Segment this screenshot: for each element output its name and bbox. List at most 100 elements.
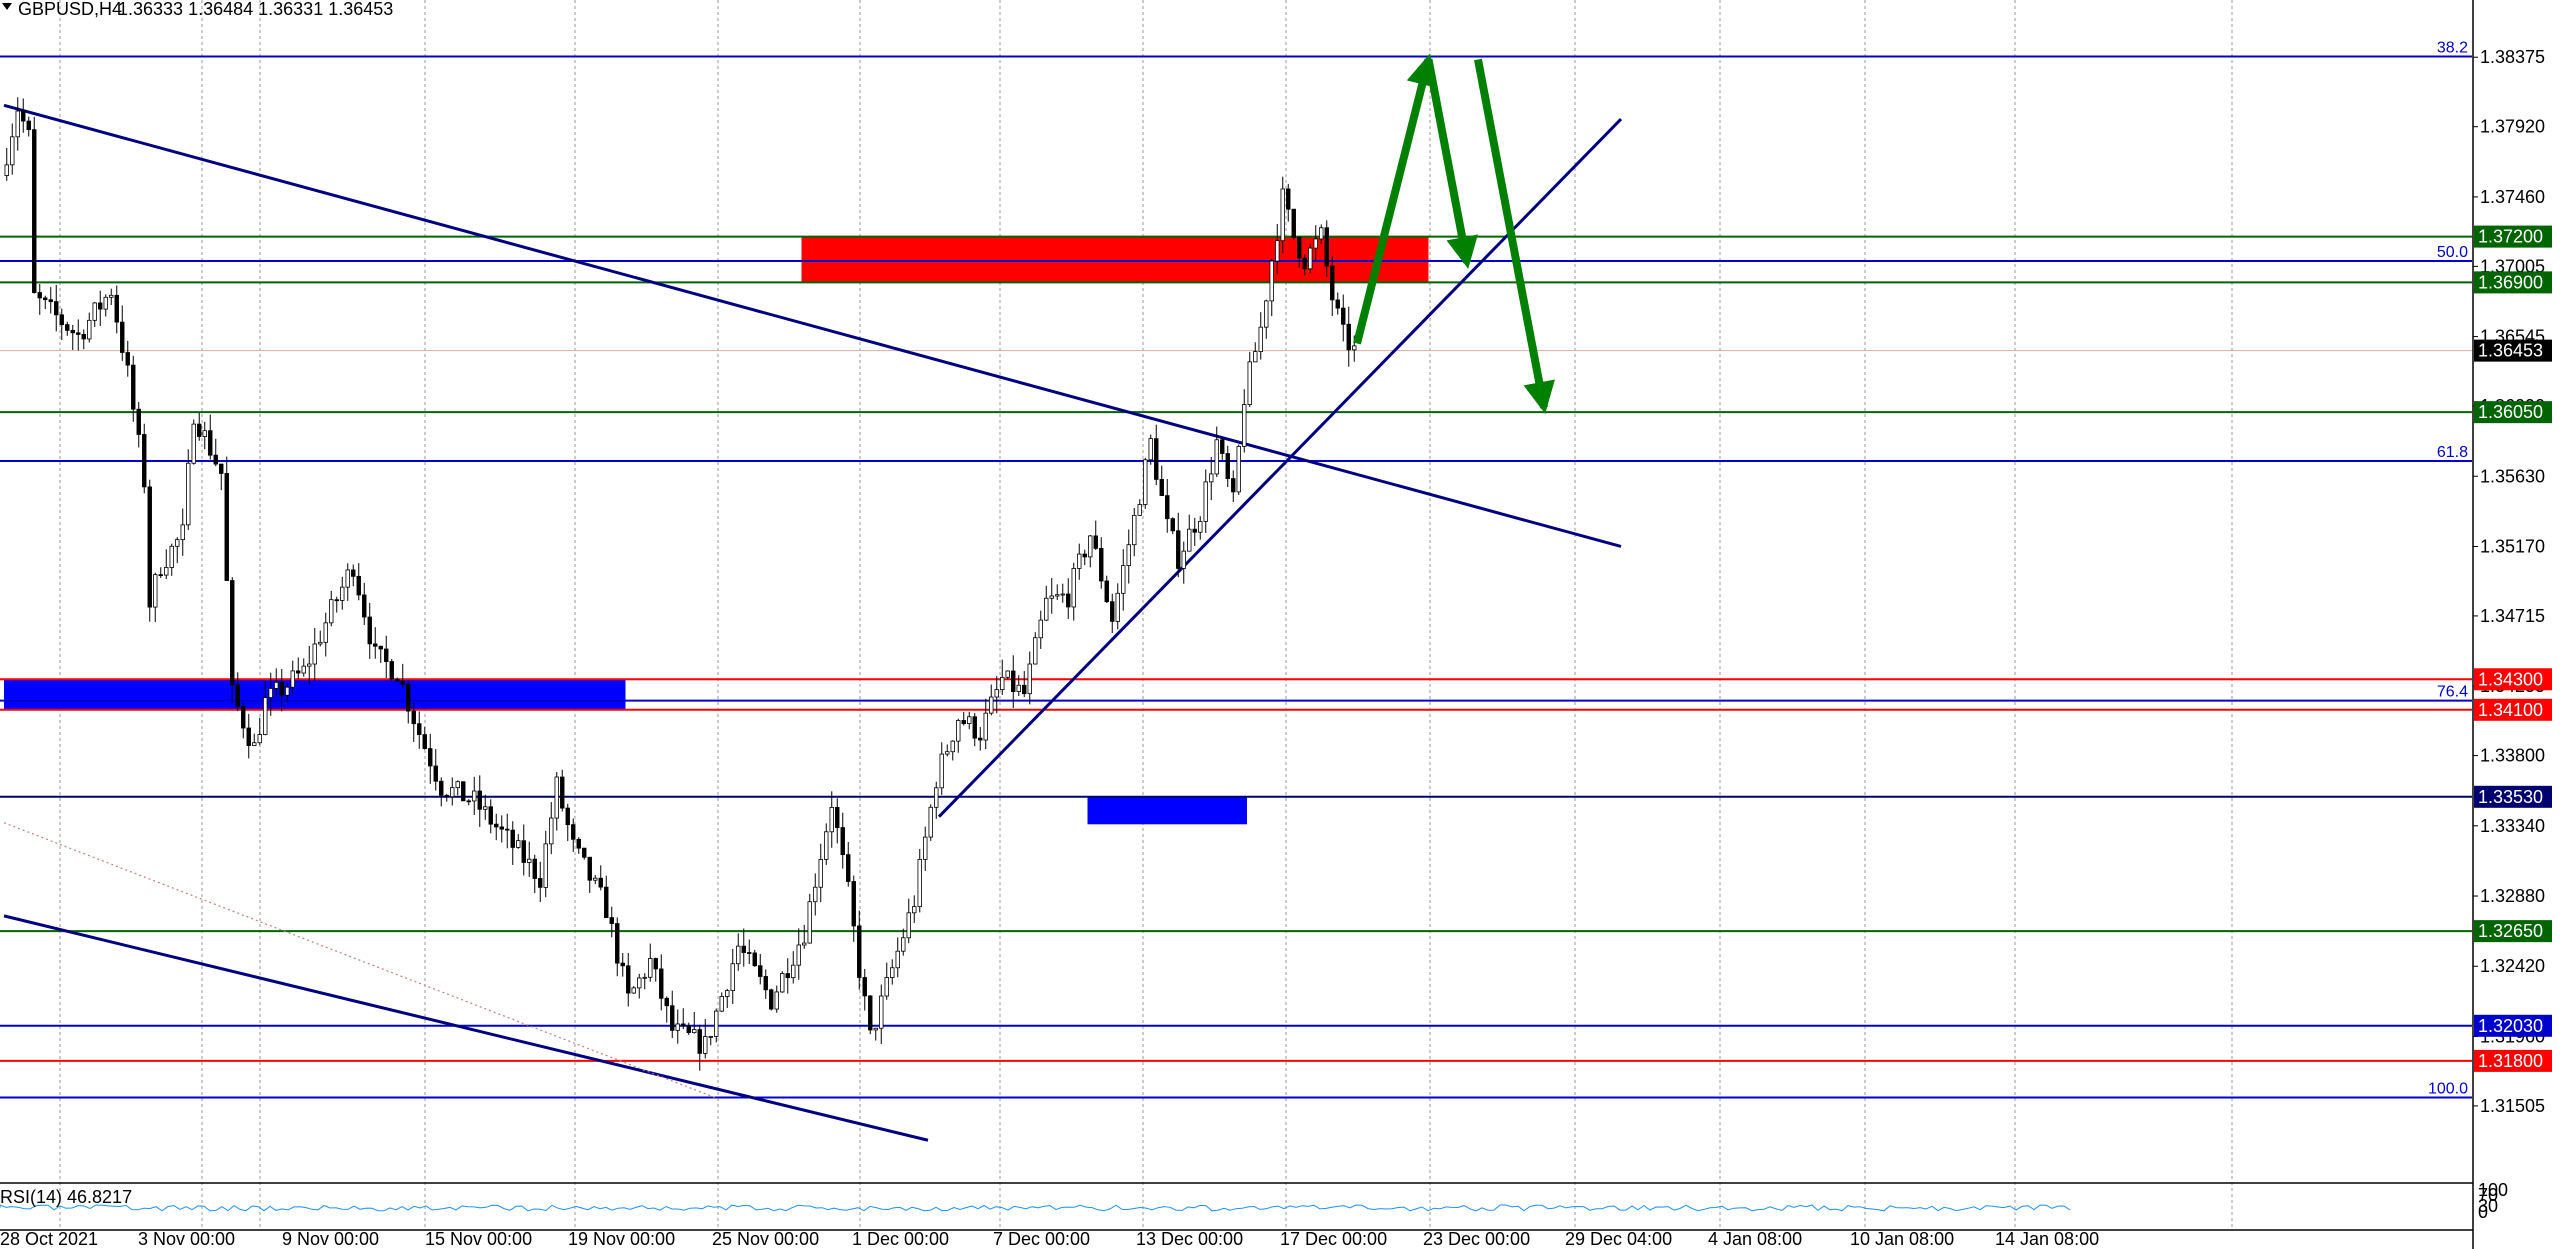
menu-triangle-icon[interactable] bbox=[2, 3, 12, 10]
candle-body bbox=[774, 991, 779, 1010]
candle-body bbox=[274, 681, 279, 689]
candle-body bbox=[202, 430, 207, 437]
candle-body bbox=[329, 599, 334, 624]
candle-body bbox=[1016, 684, 1021, 692]
candle-body bbox=[136, 408, 141, 435]
candle-body bbox=[312, 643, 317, 665]
candle-body bbox=[593, 877, 598, 881]
candle-body bbox=[972, 716, 977, 739]
candle-body bbox=[978, 737, 983, 741]
candle-body bbox=[901, 937, 906, 952]
rsi-line bbox=[0, 1204, 2071, 1212]
candle-body bbox=[59, 314, 64, 326]
candle-body bbox=[1115, 592, 1120, 622]
time-label: 23 Dec 00:00 bbox=[1423, 1229, 1530, 1249]
rsi-scale-label: 100 bbox=[2478, 1180, 2508, 1200]
candle-body bbox=[1313, 238, 1318, 249]
candle-body bbox=[1253, 351, 1258, 363]
time-label: 10 Jan 08:00 bbox=[1850, 1229, 1954, 1249]
candle-body bbox=[725, 990, 730, 997]
candle-body bbox=[983, 712, 988, 741]
candle-body bbox=[290, 670, 295, 688]
candle-body bbox=[1082, 553, 1087, 558]
candle-body bbox=[653, 958, 658, 970]
horizontal-levels: 38.2 50.0 61.8 76.4 100.0 bbox=[0, 39, 2472, 1099]
candle-body bbox=[730, 963, 735, 992]
candle-body bbox=[1308, 247, 1313, 270]
candle-body bbox=[378, 645, 383, 650]
candle-body bbox=[956, 720, 961, 742]
candle-body bbox=[4, 164, 9, 176]
candle-body bbox=[241, 705, 246, 729]
candle-body bbox=[1033, 637, 1038, 665]
time-label: 28 Oct 2021 bbox=[0, 1229, 98, 1249]
candle-body bbox=[1236, 445, 1241, 493]
candle-body bbox=[1264, 300, 1269, 328]
price-tick-label: 1.33800 bbox=[2480, 746, 2545, 766]
forecast-arrow bbox=[1474, 58, 1555, 414]
candle-body bbox=[1302, 257, 1307, 270]
candle-body bbox=[411, 710, 416, 725]
candle-body bbox=[1110, 601, 1115, 622]
candle-body bbox=[631, 987, 636, 994]
candle-body bbox=[285, 686, 290, 696]
candle-body bbox=[604, 886, 609, 918]
candle-body bbox=[543, 843, 548, 888]
candle-body bbox=[158, 574, 163, 577]
time-label: 29 Dec 04:00 bbox=[1565, 1229, 1672, 1249]
candle-body bbox=[576, 838, 581, 849]
fib-label: 38.2 bbox=[2437, 39, 2468, 56]
candle-body bbox=[389, 661, 394, 680]
candle-body bbox=[895, 950, 900, 969]
candle-body bbox=[565, 807, 570, 826]
fib-label: 100.0 bbox=[2428, 1081, 2468, 1098]
candle-body bbox=[1225, 453, 1230, 479]
candle-body bbox=[802, 942, 807, 946]
candle-body bbox=[103, 296, 108, 310]
candle-body bbox=[1060, 593, 1065, 596]
candle-body bbox=[263, 697, 268, 735]
candle-body bbox=[131, 364, 136, 410]
candle-body bbox=[1275, 240, 1280, 262]
candle-body bbox=[81, 334, 86, 340]
candle-body bbox=[455, 781, 460, 789]
candle-body bbox=[835, 807, 840, 828]
candle-body bbox=[1170, 518, 1175, 532]
candle-body bbox=[780, 973, 785, 993]
fib-label: 50.0 bbox=[2437, 244, 2468, 261]
candle-body bbox=[65, 324, 70, 331]
candle-body bbox=[840, 827, 845, 856]
candle-body bbox=[505, 828, 510, 831]
candle-body bbox=[582, 847, 587, 858]
candle-body bbox=[1324, 227, 1329, 267]
candle-body bbox=[444, 794, 449, 798]
forecast-arrow bbox=[1353, 53, 1438, 345]
candle-body bbox=[169, 545, 174, 568]
candle-body bbox=[406, 683, 411, 712]
candle-body bbox=[873, 1027, 878, 1031]
candle-body bbox=[76, 332, 81, 335]
candle-body bbox=[813, 886, 818, 903]
candle-body bbox=[175, 539, 180, 547]
candle-body bbox=[763, 976, 768, 991]
candle-body bbox=[400, 680, 405, 685]
candle-body bbox=[1220, 439, 1225, 454]
candle-body bbox=[395, 678, 400, 682]
price-tag-label: 1.36453 bbox=[2478, 341, 2543, 361]
candle-body bbox=[994, 689, 999, 698]
candle-body bbox=[191, 423, 196, 464]
candle-body bbox=[1143, 459, 1148, 505]
candle-body bbox=[686, 1025, 691, 1034]
symbol-timeframe: GBPUSD,H4 bbox=[18, 0, 122, 19]
candle-body bbox=[829, 807, 834, 833]
candle-body bbox=[1104, 580, 1109, 603]
rsi-scale-label: 0 bbox=[2478, 1202, 2488, 1222]
price-tag-label: 1.32030 bbox=[2478, 1016, 2543, 1036]
candle-body bbox=[186, 462, 191, 526]
candle-body bbox=[1291, 208, 1296, 238]
candle-body bbox=[114, 294, 119, 323]
candle-body bbox=[703, 1036, 708, 1054]
candle-body bbox=[356, 575, 361, 596]
candle-body bbox=[807, 901, 812, 944]
